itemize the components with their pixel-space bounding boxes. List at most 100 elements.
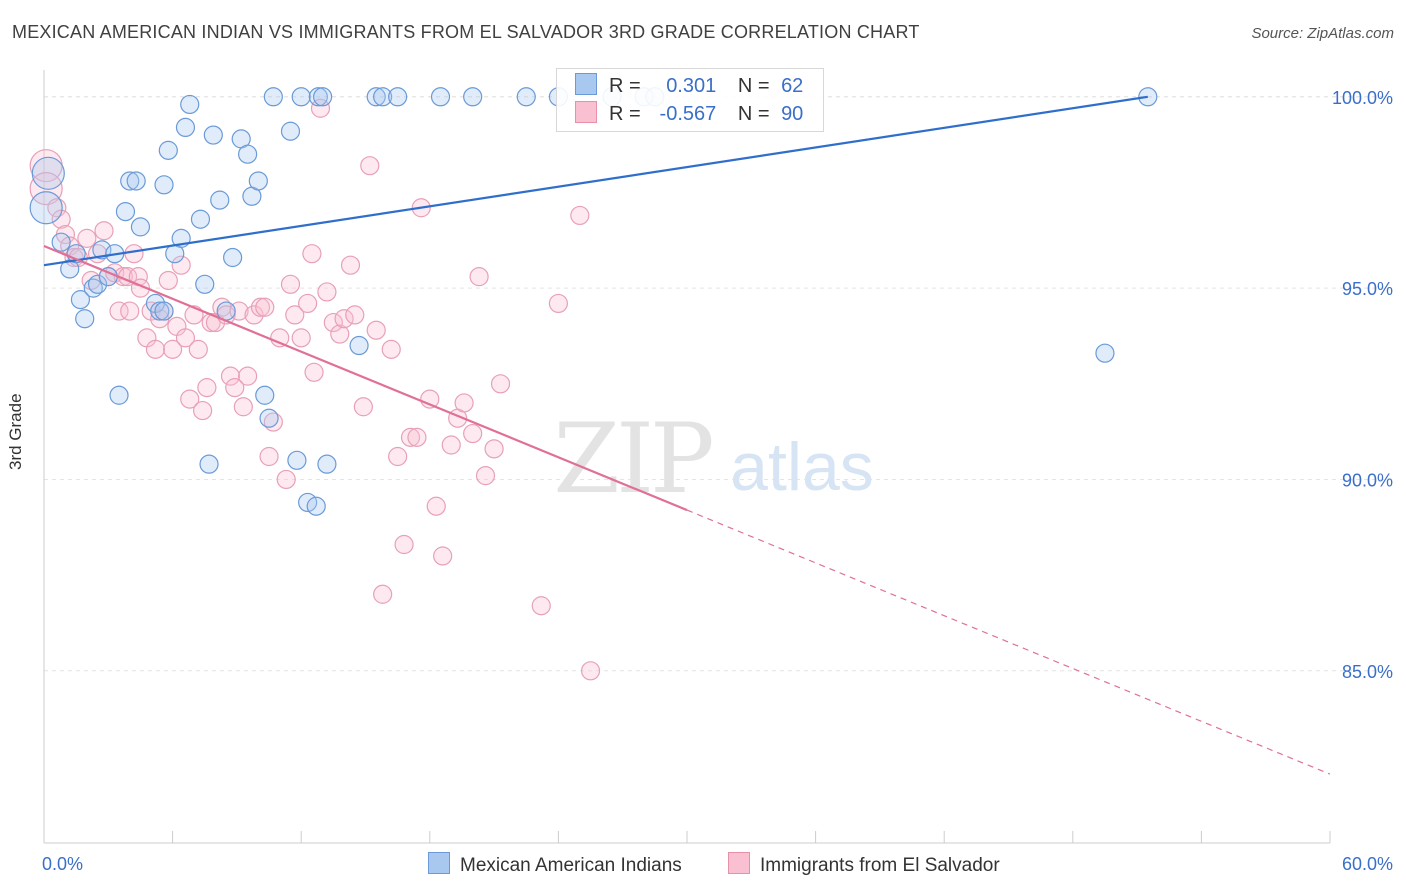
data-point-blue (238, 144, 258, 164)
data-point-blue (29, 191, 63, 225)
legend-swatch-pink (728, 852, 750, 874)
data-point-blue (203, 125, 223, 145)
data-point-blue (349, 335, 369, 356)
data-point-blue (306, 496, 326, 516)
trend-line-blue (43, 95, 1148, 267)
data-point-pink (298, 293, 318, 314)
data-point-pink (454, 393, 474, 413)
watermark: ZIP atlas (553, 403, 873, 515)
data-point-pink (175, 328, 196, 348)
data-point-blue (248, 171, 268, 191)
data-point-pink (302, 244, 322, 264)
watermark-atlas: atlas (730, 429, 874, 505)
data-point-blue (210, 190, 230, 210)
data-point-blue (317, 454, 337, 474)
x-tick-label: 0.0% (42, 854, 83, 874)
data-point-pink (77, 228, 97, 248)
data-point-pink (317, 282, 337, 302)
data-point-pink (225, 378, 245, 398)
data-point-pink (407, 427, 427, 447)
legend-row-pink: R = -0.567 N = 90 (575, 101, 803, 126)
data-point-blue (255, 385, 275, 405)
legend-series1-label: Mexican American Indians (460, 855, 682, 876)
y-axis-title: 3rd Grade (6, 393, 25, 470)
data-point-pink (124, 244, 144, 264)
data-point-blue (223, 247, 243, 268)
data-point-blue (373, 87, 393, 107)
data-point-blue (259, 408, 279, 428)
data-point-blue (291, 87, 311, 107)
source-label: Source: ZipAtlas.com (1251, 25, 1394, 42)
data-point-pink (469, 267, 489, 287)
legend-row-blue: R = 0.301 N = 62 (575, 73, 803, 98)
series-mexican-american-indians (29, 87, 1158, 516)
legend-n-label: N = (737, 75, 770, 97)
trend-line-pink (43, 245, 688, 512)
data-point-blue (87, 274, 108, 294)
data-point-pink (353, 397, 373, 417)
data-point-blue (126, 171, 146, 191)
data-point-pink (463, 423, 483, 444)
axes (43, 70, 1331, 844)
legend-n-label: N = (737, 103, 770, 125)
data-point-blue (31, 156, 65, 190)
data-point-pink (304, 362, 324, 382)
data-point-pink (388, 446, 408, 467)
legend-swatch-blue (428, 852, 450, 874)
data-point-pink (373, 584, 393, 604)
data-point-pink (366, 320, 386, 340)
data-point-pink (250, 297, 271, 317)
data-point-pink (158, 270, 178, 291)
data-point-pink (310, 98, 331, 118)
data-point-pink (531, 596, 551, 616)
data-point-blue (516, 87, 536, 107)
data-point-blue (287, 450, 307, 470)
legend-swatch-pink (575, 101, 597, 123)
trend-line-pink-extension (686, 509, 1331, 775)
data-point-pink (570, 205, 590, 226)
data-point-pink (360, 156, 380, 176)
data-point-pink (51, 209, 71, 229)
data-point-blue (109, 385, 129, 405)
data-point-pink (285, 305, 305, 325)
data-point-pink (188, 339, 208, 359)
correlation-legend: R = 0.301 N = 62 R = -0.567 N = 90 (556, 68, 824, 132)
data-point-pink (441, 435, 461, 455)
data-point-blue (70, 290, 91, 310)
legend-item-mexican-american-indians: Mexican American Indians (428, 852, 682, 877)
data-point-blue (150, 301, 170, 321)
legend-r-value: 0.301 (666, 75, 717, 97)
data-point-blue (463, 87, 483, 107)
data-point-blue (175, 117, 196, 138)
data-point-blue (366, 87, 386, 107)
data-point-pink (400, 427, 421, 447)
data-point-blue (280, 121, 301, 141)
data-point-pink (109, 301, 129, 321)
data-point-pink (238, 366, 258, 386)
data-point-pink (276, 469, 296, 490)
data-point-blue (195, 274, 215, 294)
data-point-blue (190, 209, 211, 229)
data-point-blue (388, 87, 408, 107)
data-point-pink (345, 305, 365, 325)
legend-r-label: R = (609, 103, 641, 125)
data-point-pink (163, 339, 183, 359)
y-tick-label: 100.0% (1332, 88, 1393, 108)
data-point-pink (340, 255, 361, 275)
data-point-blue (120, 171, 140, 191)
chart-title: MEXICAN AMERICAN INDIAN VS IMMIGRANTS FR… (12, 22, 920, 42)
data-point-blue (154, 175, 174, 195)
data-point-pink (197, 378, 217, 398)
data-point-pink (291, 328, 311, 348)
data-point-blue (308, 87, 328, 107)
data-point-pink (233, 397, 253, 417)
data-point-pink (259, 446, 279, 467)
data-point-blue (263, 87, 283, 107)
data-point-blue (158, 140, 178, 160)
y-tick-label: 85.0% (1342, 662, 1393, 682)
trend-lines (43, 95, 1331, 775)
data-point-pink (94, 221, 114, 241)
data-point-pink (433, 546, 453, 566)
legend-n-value: 62 (781, 75, 804, 97)
data-point-pink (426, 496, 446, 516)
